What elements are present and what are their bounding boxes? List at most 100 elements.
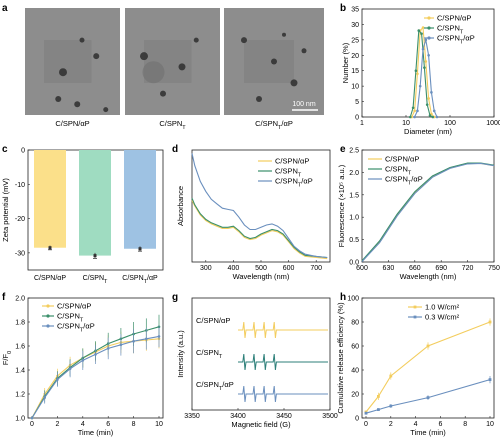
data-point: [435, 115, 439, 119]
legend-marker: [46, 324, 50, 328]
y-tick-label: -20: [15, 216, 25, 223]
data-point: [420, 32, 423, 35]
data-point: [430, 91, 433, 94]
nanoparticle: [241, 37, 247, 44]
data-point: [428, 114, 432, 117]
y-tick-label: 0: [355, 416, 359, 423]
x-tick-label: 700: [310, 265, 322, 272]
data-point: [157, 335, 161, 338]
data-point: [93, 254, 97, 258]
x-axis-label: Diameter (nm): [404, 127, 452, 136]
y-tick-label: 2.0: [349, 170, 359, 177]
plot-frame: [361, 149, 495, 263]
nanoparticle: [282, 32, 286, 37]
data-point: [432, 109, 436, 113]
legend-label: C/SPNT/αP: [385, 175, 423, 187]
y-axis-label: F/F0: [1, 351, 13, 365]
data-point: [106, 347, 110, 350]
trace-label: C/SPNT/αP: [196, 380, 234, 392]
data-point: [421, 47, 425, 51]
category-label: C/SPNT: [83, 275, 108, 285]
y-tick-label: -30: [15, 250, 25, 257]
y-tick-label: 0: [21, 148, 25, 155]
plot-frame: [27, 297, 164, 419]
data-point: [56, 378, 59, 381]
legend-marker: [46, 304, 50, 308]
x-tick-label: 4: [414, 421, 418, 428]
series-line: [191, 153, 328, 259]
x-tick-label: 690: [435, 265, 447, 272]
data-point: [119, 343, 123, 347]
x-tick-label: 3400: [230, 413, 246, 420]
panel-label-f: f: [2, 292, 6, 303]
data-point: [426, 396, 430, 399]
legend-label: C/SPNT/αP: [437, 34, 475, 46]
panel-label-e: e: [340, 144, 346, 155]
data-point: [421, 26, 425, 29]
nanoparticle: [142, 61, 165, 84]
y-tick-label: 30: [351, 22, 359, 29]
x-tick-label: 0: [364, 421, 368, 428]
x-tick-label: 750: [488, 265, 500, 272]
nanoparticle: [193, 37, 199, 43]
y-tick-label: 1.6: [15, 344, 25, 351]
y-tick-label: 1.0: [15, 416, 25, 423]
legend-label: C/SPNT/αP: [57, 322, 95, 334]
y-tick-label: 20: [351, 53, 359, 60]
y-tick-label: 0.0: [349, 260, 359, 267]
x-axis-label: Time (min): [78, 428, 114, 437]
x-tick-label: 8: [463, 421, 467, 428]
y-tick-label: 1.8: [15, 320, 25, 327]
data-point: [424, 38, 428, 42]
data-point: [416, 109, 419, 113]
y-tick-label: 1.4: [15, 368, 25, 375]
data-point: [427, 53, 430, 57]
nanoparticle: [271, 58, 277, 65]
x-tick-label: 8: [132, 421, 136, 428]
y-tick-label: 60: [351, 344, 359, 351]
panel-label-h: h: [340, 292, 346, 303]
data-point: [132, 339, 135, 343]
x-tick-label: 0: [30, 421, 34, 428]
legend-label: C/SPNT: [385, 165, 412, 177]
y-tick-label: -10: [15, 182, 25, 189]
tem-caption-3: C/SPNT/αP: [255, 119, 293, 131]
plot-frame: [361, 297, 495, 419]
x-tick-label: 1000: [486, 120, 500, 127]
nanoparticle: [140, 52, 148, 61]
epr-trace: [238, 321, 328, 339]
y-tick-label: 2.5: [349, 148, 359, 155]
y-tick-label: 1.2: [15, 392, 25, 399]
data-point: [411, 106, 415, 110]
x-axis-label: Magnetic field (G): [231, 420, 291, 429]
panel-label-g: g: [172, 292, 178, 303]
y-tick-label: 5: [355, 99, 359, 106]
data-point: [418, 84, 422, 88]
panel-label-b: b: [340, 3, 346, 14]
epr-trace: [238, 353, 328, 371]
y-tick-label: 35: [351, 7, 359, 14]
x-tick-label: 300: [200, 265, 212, 272]
legend-label: 0.3 W/cm²: [425, 313, 460, 322]
bar: [79, 150, 111, 256]
legend-label: C/SPNT: [275, 167, 302, 179]
data-point: [431, 115, 435, 119]
panel-label-c: c: [2, 144, 8, 155]
x-tick-label: 100: [444, 120, 456, 127]
y-tick-label: 40: [351, 368, 359, 375]
legend-label: C/SPN/αP: [57, 302, 91, 311]
legend-marker: [46, 314, 50, 318]
tem-image-1: [25, 8, 120, 115]
x-tick-label: 6: [106, 421, 110, 428]
x-tick-label: 4: [81, 421, 85, 428]
scale-bar-label: 100 nm: [292, 101, 316, 108]
tem-image-2: [125, 8, 220, 115]
legend-marker: [413, 315, 417, 319]
data-point: [416, 72, 419, 76]
series-line: [411, 26, 435, 118]
data-point: [377, 395, 380, 398]
y-tick-label: 1.5: [349, 192, 359, 199]
legend-label: C/SPNT: [57, 312, 84, 324]
data-point: [413, 109, 416, 113]
nanoparticle: [160, 90, 166, 97]
